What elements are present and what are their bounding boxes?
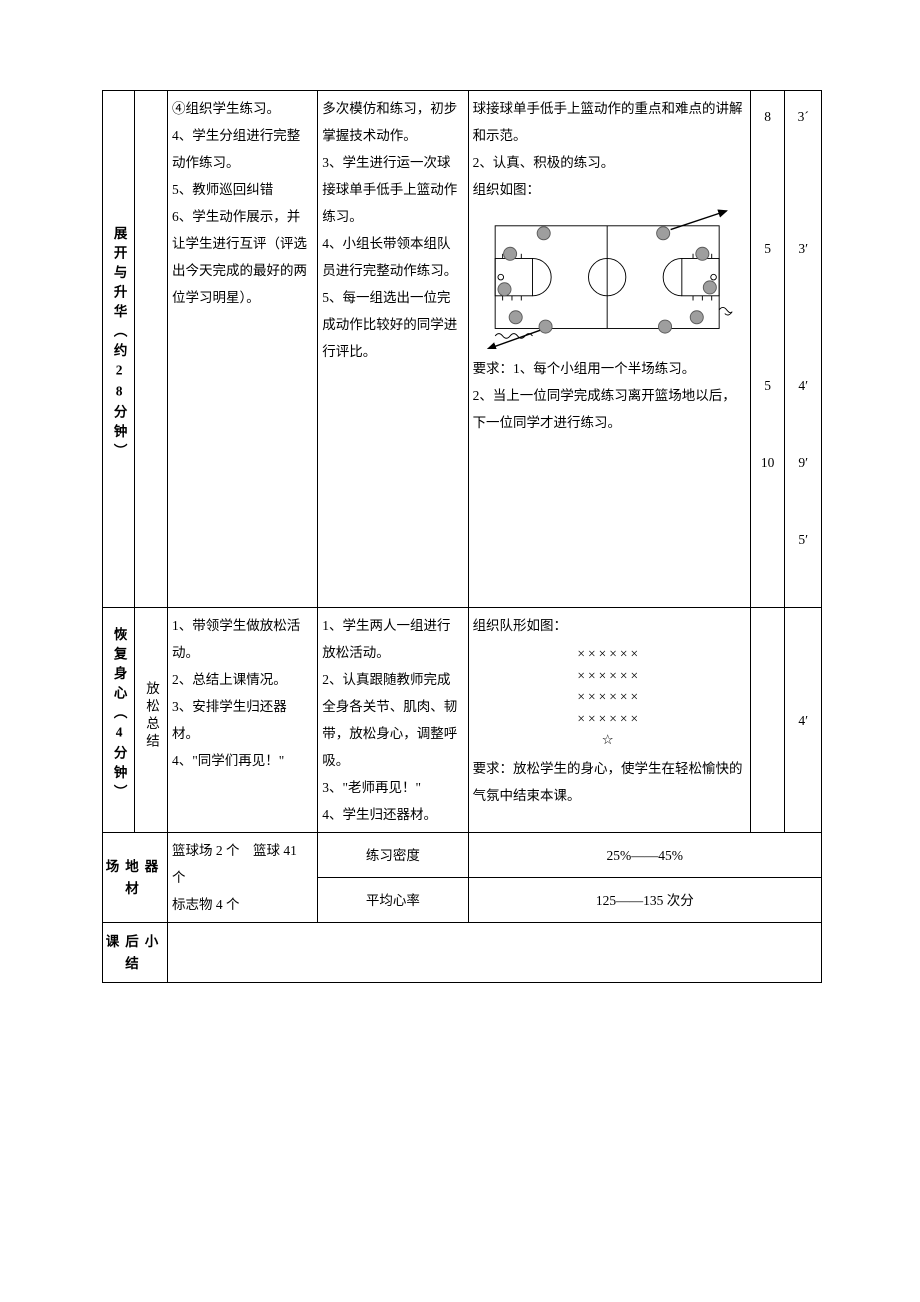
table-row: 恢复身心（4分钟） 放松总结 1、带领学生做放松活动。 2、总结上课情况。 3、… [103, 608, 822, 833]
time-column: 3´ 3′ 4′ 9′ 5′ [785, 91, 822, 608]
blank-cell [135, 91, 167, 608]
hr-value: 125——135 次分 [468, 878, 821, 923]
summary-content [167, 923, 821, 983]
org-req-text: 要求：1、每个小组用一个半场练习。 2、当上一位同学完成练习离开篮场地以后，下一… [473, 355, 746, 436]
formation-diagram: ×××××× ×××××× ×××××× ×××××× ☆ [473, 643, 746, 751]
teacher-activity: ④组织学生练习。 4、学生分组进行完整动作练习。 5、教师巡回纠错 6、学生动作… [167, 91, 317, 608]
density-label: 练习密度 [318, 833, 468, 878]
hr-label: 平均心率 [318, 878, 468, 923]
court-diagram [477, 209, 742, 349]
phase-label-recover: 恢复身心（4分钟） [103, 608, 135, 833]
equip-label: 场地器材 [103, 833, 168, 923]
table-row: 展开与升华（约28分钟） ④组织学生练习。 4、学生分组进行完整动作练习。 5、… [103, 91, 822, 608]
count-cell [750, 608, 785, 833]
org-req-text: 要求：放松学生的身心，使学生在轻松愉快的气氛中结束本课。 [473, 755, 746, 809]
org-intro-text: 组织队形如图： [473, 612, 746, 639]
organization-cell: 组织队形如图： ×××××× ×××××× ×××××× ×××××× ☆ 要求… [468, 608, 750, 833]
equip-value: 篮球场 2 个 篮球 41 个 标志物 4 个 [167, 833, 317, 923]
court-diagram-wrap [473, 209, 746, 349]
density-value: 25%——45% [468, 833, 821, 878]
org-intro-text: 球接球单手低手上篮动作的重点和难点的讲解和示范。 2、认真、积极的练习。 组织如… [473, 95, 746, 203]
teacher-activity: 1、带领学生做放松活动。 2、总结上课情况。 3、安排学生归还器材。 4、"同学… [167, 608, 317, 833]
table-row: 场地器材 篮球场 2 个 篮球 41 个 标志物 4 个 练习密度 25%——4… [103, 833, 822, 878]
organization-cell: 球接球单手低手上篮动作的重点和难点的讲解和示范。 2、认真、积极的练习。 组织如… [468, 91, 750, 608]
phase-label-expand: 展开与升华（约28分钟） [103, 91, 135, 608]
lesson-plan-table: 展开与升华（约28分钟） ④组织学生练习。 4、学生分组进行完整动作练习。 5、… [102, 90, 822, 983]
count-column: 8 5 5 10 [750, 91, 785, 608]
student-activity: 多次模仿和练习，初步掌握技术动作。 3、学生进行运一次球接球单手低手上篮动作练习… [318, 91, 468, 608]
summary-label: 课后小结 [103, 923, 168, 983]
time-cell: 4′ [785, 608, 822, 833]
student-activity: 1、学生两人一组进行放松活动。 2、认真跟随教师完成全身各关节、肌肉、韧带，放松… [318, 608, 468, 833]
table-row: 课后小结 [103, 923, 822, 983]
sub-label-relax: 放松总结 [135, 608, 167, 833]
